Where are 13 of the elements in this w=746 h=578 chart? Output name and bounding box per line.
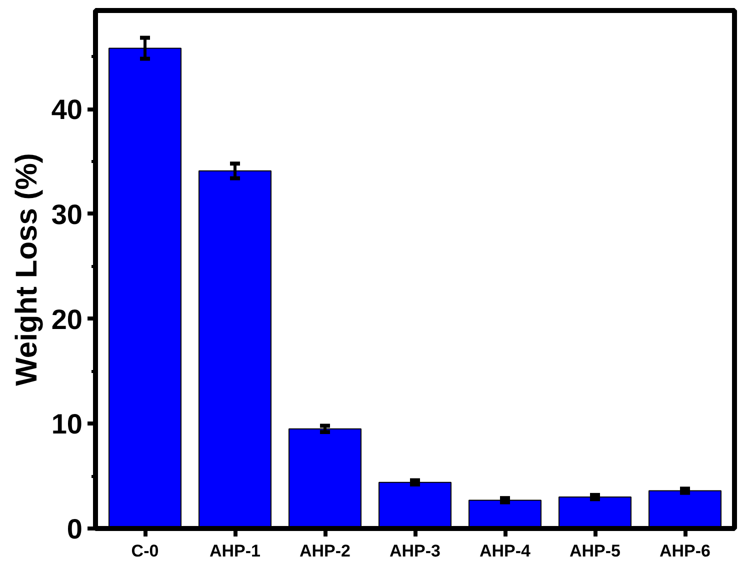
y-tick-label: 10 [51,408,83,440]
x-tick-label: AHP-1 [209,542,261,560]
y-tick-label: 30 [51,198,83,230]
y-axis-title: Weight Loss (%) [10,153,44,386]
x-tick-label: C-0 [131,542,159,560]
x-tick-label: AHP-4 [479,542,532,560]
x-tick-label: AHP-5 [569,542,621,560]
y-tick-label: 0 [66,514,83,544]
x-tick-label: AHP-3 [389,542,441,560]
y-tick-label: 20 [51,304,83,335]
y-tick-label: 40 [51,94,83,126]
x-tick-label: AHP-6 [659,542,711,560]
x-tick-label: AHP-2 [299,542,351,560]
